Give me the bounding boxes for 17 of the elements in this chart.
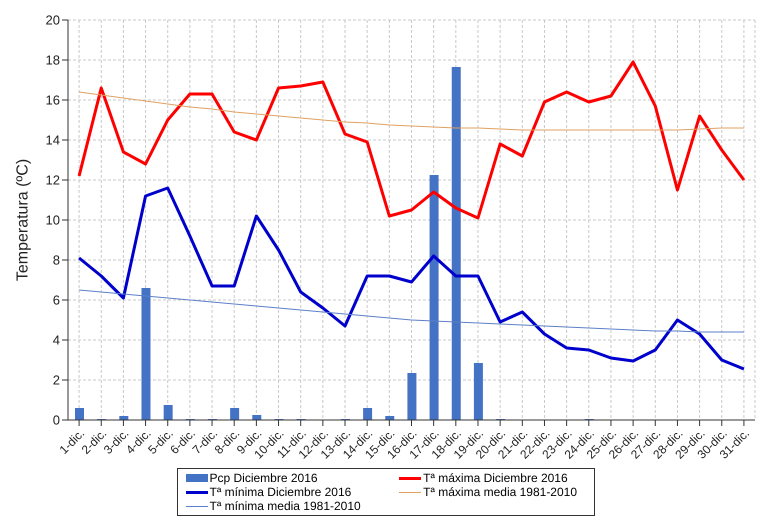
legend-label: Tª mínima Diciembre 2016 [210, 485, 352, 499]
y-axis-title: Temperatura (ºC) [14, 158, 32, 282]
y-tick-label: 2 [52, 372, 60, 388]
y-tick-label: 14 [46, 132, 60, 148]
y-tick-label: 16 [46, 92, 60, 108]
legend-label: Tª máxima Diciembre 2016 [423, 471, 568, 485]
y-tick-label: 8 [52, 252, 60, 268]
legend-label: Tª máxima media 1981-2010 [423, 485, 578, 499]
y-tick-label: 10 [46, 212, 60, 228]
legend-label: Pcp Diciembre 2016 [210, 471, 318, 485]
y-tick-label: 4 [52, 332, 60, 348]
y-tick-label: 20 [46, 12, 60, 28]
legend-label: Tª mínima media 1981-2010 [210, 499, 361, 513]
y-tick-label: 12 [46, 172, 60, 188]
y-tick-label: 6 [52, 292, 60, 308]
y-tick-label: 0 [52, 412, 60, 428]
y-tick-label: 18 [46, 52, 60, 68]
